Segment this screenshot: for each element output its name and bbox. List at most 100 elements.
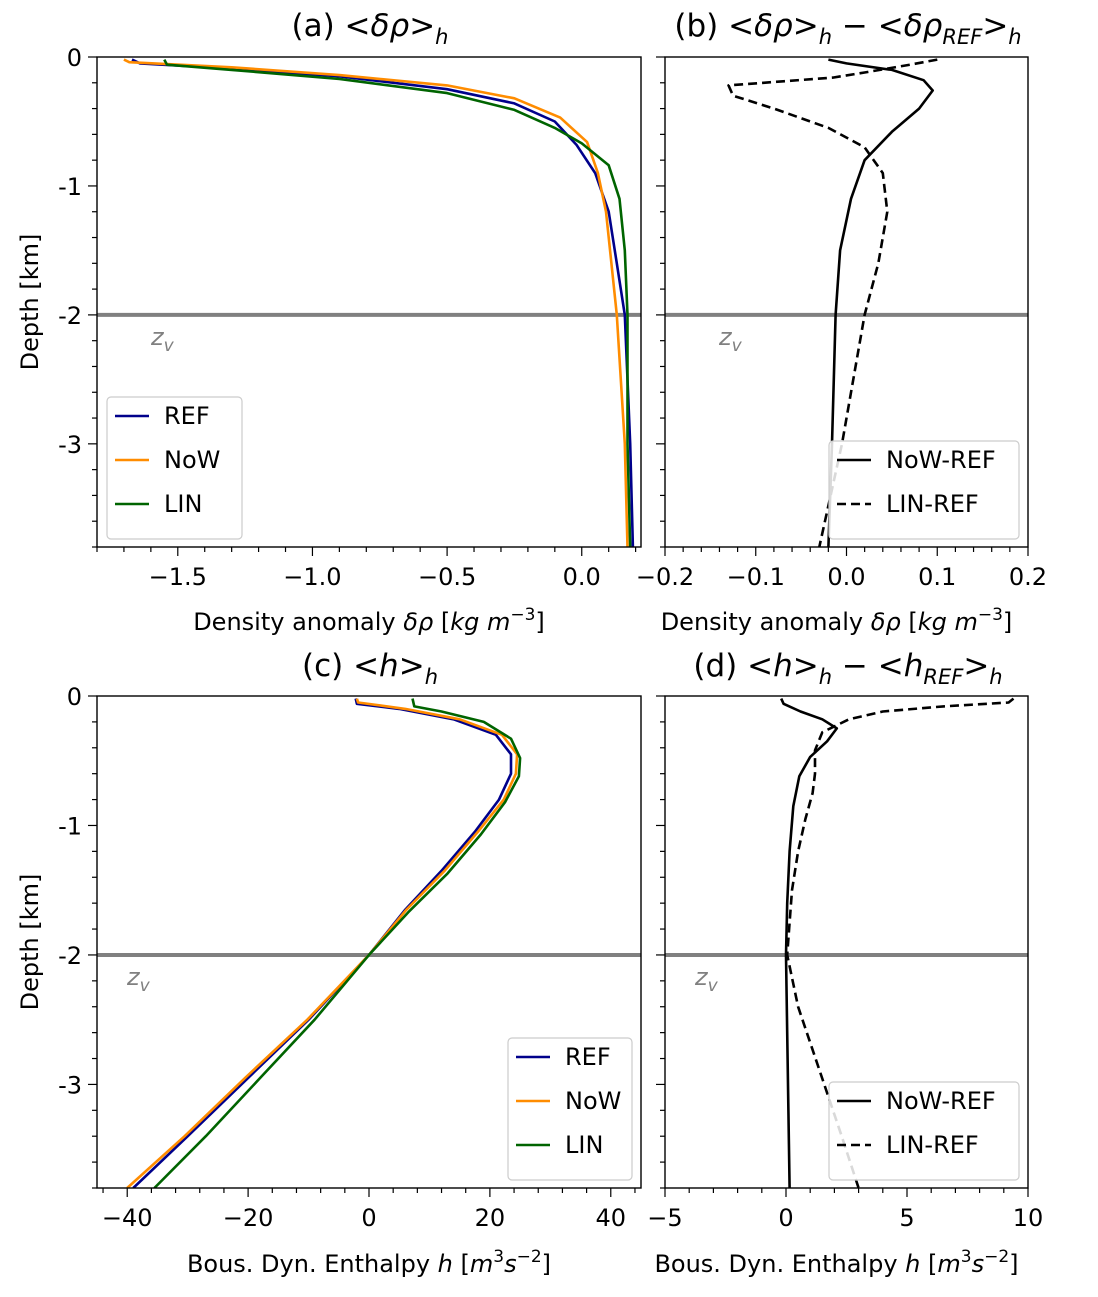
legend-frame [828, 1081, 1020, 1181]
legend-label-now-ref: NoW-REF [886, 446, 996, 474]
x-tick-label: 0.2 [1009, 563, 1047, 591]
legend-label-lin: LIN [565, 1131, 603, 1159]
legend: REF NoW LIN [106, 396, 243, 540]
x-label-unit-close: ] [1003, 608, 1012, 636]
x-label-unit: s [972, 1250, 985, 1278]
x-tick-label: −20 [223, 1204, 274, 1232]
x-label-text: Density anomaly [193, 608, 403, 636]
series-line-lin-ref [785, 697, 1015, 1188]
panel-title: (a) <δρ>h [292, 8, 449, 49]
x-label-unit: m [479, 608, 510, 636]
legend-label-ref: REF [164, 402, 210, 430]
panel-c: zv −40 −20 0 20 40 0 -1 -2 -3 Depth [km] Bous. Dyn.… [16, 648, 642, 1278]
legend-frame [828, 440, 1020, 540]
y-tick-label: -1 [58, 173, 82, 201]
zv-label: zv [150, 323, 175, 356]
x-label-unit: m [947, 608, 978, 636]
zv-label: zv [718, 323, 743, 356]
y-tick-label: -2 [58, 302, 82, 330]
zv-label-sub: v [140, 976, 151, 996]
zv-label: zv [694, 963, 719, 996]
x-tick-label: 0.1 [918, 563, 956, 591]
legend-label-now: NoW [164, 446, 220, 474]
x-label-symbol: δρ [871, 608, 901, 636]
x-label-unit: m [470, 1250, 493, 1278]
panel-a: zv −1.5 −1.0 −0.5 0.0 0 -1 -2 -3 Depth [km] Densit… [16, 8, 642, 636]
zv-label-sub: v [708, 976, 719, 996]
title-subscript: h [1008, 25, 1021, 49]
title-subscript: h [425, 665, 438, 689]
title-subscript: REF [942, 25, 983, 49]
x-label-unit: kg [918, 608, 947, 636]
legend-label-lin-ref: LIN-REF [886, 1131, 979, 1159]
zv-label-main: z [150, 323, 165, 351]
zv-label-main: z [694, 963, 709, 991]
x-label-unit: s [504, 1250, 517, 1278]
title-symbol: h [379, 648, 399, 684]
zv-label-main: z [126, 963, 141, 991]
legend: NoW-REF LIN-REF [828, 440, 1020, 540]
series-line-now-ref [827, 58, 934, 547]
series-line-lin [163, 58, 632, 547]
title-prefix: (a) < [292, 8, 371, 44]
title-bracket: > [399, 648, 425, 684]
panel-d: zv −5 0 5 10 Bous. Dyn. Enthalpy h [m3s−2] (d)… [647, 648, 1043, 1278]
x-label-unit-open: [ [920, 1250, 937, 1278]
x-label-text: Bous. Dyn. Enthalpy [187, 1250, 438, 1278]
x-tick-label: 0.0 [563, 563, 601, 591]
y-tick-label: -2 [58, 942, 82, 970]
title-subscript: h [819, 665, 832, 689]
x-tick-label: 40 [596, 1204, 627, 1232]
series-line-now-ref [780, 698, 839, 1188]
title-minus: − < [832, 648, 904, 684]
title-symbol: h [773, 648, 793, 684]
legend-label-lin-ref: LIN-REF [886, 490, 979, 518]
title-prefix: (d) < [693, 648, 773, 684]
x-label-symbol: h [905, 1250, 920, 1278]
title-subscript: h [989, 665, 1002, 689]
series-line-now [123, 58, 629, 547]
y-tick-label: 0 [67, 683, 82, 711]
x-label-unit: kg [450, 608, 479, 636]
x-label-unit-close: ] [1009, 1250, 1018, 1278]
x-label-exponent: 3 [493, 1247, 504, 1267]
x-label-exponent: −2 [984, 1247, 1009, 1267]
legend-label-lin: LIN [164, 490, 202, 518]
x-tick-label: 5 [899, 1204, 914, 1232]
title-prefix: (b) < [674, 8, 754, 44]
title-bracket: > [793, 648, 819, 684]
x-label-unit-close: ] [542, 1250, 551, 1278]
x-axis-label: Density anomaly δρ [kg m−3] [193, 605, 545, 636]
x-axis-label: Bous. Dyn. Enthalpy h [m3s−2] [654, 1247, 1018, 1278]
x-label-unit-open: [ [433, 608, 450, 636]
legend-label-now: NoW [565, 1087, 621, 1115]
x-tick-label: −0.1 [727, 563, 785, 591]
title-bracket: > [793, 8, 819, 44]
title-symbol: δρ [371, 8, 410, 44]
x-tick-label: −40 [102, 1204, 153, 1232]
x-label-symbol: h [438, 1250, 453, 1278]
series-line-now [126, 698, 519, 1188]
x-tick-label: −1.0 [283, 563, 341, 591]
title-symbol: δρ [904, 8, 943, 44]
y-tick-label: -3 [58, 431, 82, 459]
legend-label-ref: REF [565, 1043, 611, 1071]
x-tick-label: 0 [361, 1204, 376, 1232]
zv-label-main: z [718, 323, 733, 351]
x-label-unit: m [937, 1250, 960, 1278]
title-bracket: > [982, 8, 1008, 44]
x-label-unit-open: [ [453, 1250, 470, 1278]
y-axis-label: Depth [km] [16, 874, 44, 1011]
y-axis-label: Depth [km] [16, 234, 44, 371]
title-symbol: δρ [754, 8, 793, 44]
series-line-lin [153, 698, 522, 1188]
x-label-unit-close: ] [535, 608, 544, 636]
title-subscript: h [819, 25, 832, 49]
panel-b: zv −0.2 −0.1 0.0 0.1 0.2 Density anomaly δρ [k… [636, 8, 1047, 636]
x-label-unit-open: [ [901, 608, 918, 636]
x-tick-label: −0.2 [636, 563, 694, 591]
panel-title: (d) <h>h − <hREF>h [693, 648, 1002, 689]
x-label-symbol: δρ [403, 608, 433, 636]
x-tick-label: −1.5 [149, 563, 207, 591]
x-tick-label: 10 [1013, 1204, 1044, 1232]
